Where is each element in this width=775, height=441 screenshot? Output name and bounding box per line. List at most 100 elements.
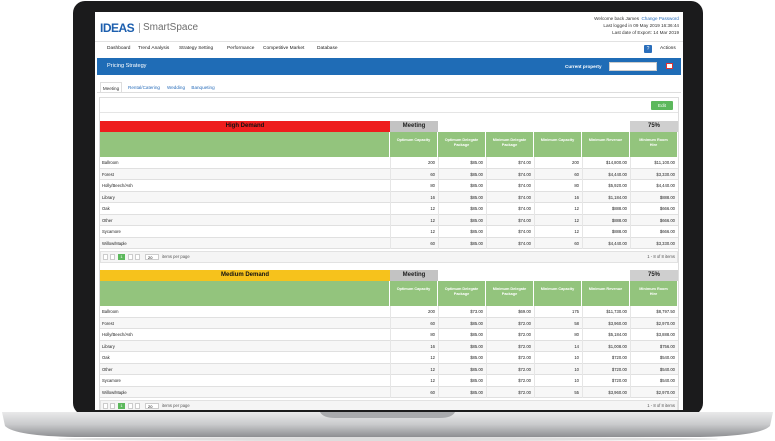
column-header: Minimum Capacity (534, 132, 582, 157)
table-cell: 58 (534, 317, 579, 329)
table-cell: Oak (102, 355, 110, 360)
nav-item[interactable]: Dashboard (107, 46, 131, 51)
current-page[interactable]: 1 (118, 403, 125, 409)
column-header: Minimum Room Hire (630, 132, 678, 157)
column-header: Minimum Delegate Package (486, 281, 534, 306)
pager-summary: 1 - 8 of 8 items (647, 254, 675, 259)
logo: IDEAS (100, 21, 135, 35)
table-cell: $85.00 (438, 237, 483, 249)
screen: IDEAS SmartSpace Change Password Welcome ba… (95, 12, 683, 410)
table-cell: 60 (390, 237, 435, 249)
table-cell: $85.00 (438, 168, 483, 180)
table-cell: $3,960.00 (582, 317, 627, 329)
table-cell: 16 (390, 191, 435, 203)
table-cell: 200 (534, 157, 579, 169)
table-cell: Library (102, 194, 115, 200)
table-cell: $8,797.50 (630, 306, 675, 318)
column-header: Minimum Revenue (582, 281, 630, 306)
pager-nav[interactable] (128, 403, 133, 409)
table-cell: 80 (534, 329, 579, 341)
table-cell: 12 (534, 226, 579, 238)
percent: 75% (630, 270, 678, 281)
column-header: Minimum Revenue (582, 132, 630, 157)
pager (100, 251, 678, 263)
table-cell: Library (102, 343, 115, 349)
table-row (100, 340, 678, 352)
table-cell: $2,970.00 (630, 317, 675, 329)
current-page[interactable]: 1 (118, 254, 125, 260)
nav-bar (95, 41, 683, 57)
table-cell: $666.00 (630, 226, 675, 238)
table-cell: $72.00 (486, 386, 531, 398)
pager-nav[interactable] (135, 254, 140, 260)
table-cell: $11,730.00 (582, 306, 627, 318)
page-size[interactable]: 20 (145, 403, 159, 409)
table-cell: $2,970.00 (630, 386, 675, 398)
pager-nav[interactable] (103, 403, 108, 409)
table-cell: Other (102, 217, 113, 223)
table-cell: 60 (390, 168, 435, 180)
column-header (100, 281, 390, 306)
pager-nav[interactable] (103, 254, 108, 260)
nav-item[interactable]: Trend Analysis (138, 46, 170, 51)
shadow (58, 437, 718, 441)
table-cell: $14,800.00 (582, 157, 627, 169)
help-button[interactable]: ? (644, 45, 652, 53)
table-row (100, 168, 678, 180)
table-cell: $74.00 (486, 226, 531, 238)
pager-nav[interactable] (128, 254, 133, 260)
table-row (100, 329, 678, 341)
table-cell: $72.00 (486, 329, 531, 341)
tab[interactable]: Wedding (166, 85, 186, 90)
pager-nav[interactable] (110, 403, 115, 409)
pager-nav[interactable] (110, 254, 115, 260)
table-cell: $756.00 (630, 340, 675, 352)
table-cell: $540.00 (630, 375, 675, 387)
page-size[interactable]: 20 (145, 254, 159, 260)
table-cell: 10 (534, 363, 579, 375)
tab[interactable]: Rental/Catering (128, 85, 160, 90)
table-cell: $85.00 (438, 226, 483, 238)
table-cell: $74.00 (486, 203, 531, 215)
actions[interactable]: Actions (660, 46, 676, 51)
property-input[interactable] (609, 62, 657, 71)
change-password[interactable]: Change Password (641, 16, 679, 21)
tab[interactable]: Banqueting (191, 85, 215, 90)
table-cell: Sycamore (102, 229, 121, 234)
per-page-label: items per page (162, 254, 190, 259)
column-header: Minimum Capacity (534, 281, 582, 306)
pager-nav[interactable] (135, 403, 140, 409)
divider (139, 23, 140, 33)
table-cell: $720.00 (582, 352, 627, 364)
demand-level: Medium Demand (100, 270, 390, 281)
header-spacer (438, 270, 630, 281)
table-cell: Ballroom (102, 160, 119, 165)
table-cell: $85.00 (438, 352, 483, 364)
table-cell: $74.00 (486, 237, 531, 249)
table-cell: 10 (534, 375, 579, 387)
table-cell: Oak (102, 206, 110, 211)
nav-item[interactable]: Competitive Market (263, 46, 305, 51)
last-export: Last date of Export: 14 Mar 2019 (612, 30, 679, 35)
table-cell: $3,330.00 (630, 237, 675, 249)
flag-icon (666, 63, 673, 69)
table-cell: 12 (534, 203, 579, 215)
table-row (100, 386, 678, 398)
table-cell: 175 (534, 306, 579, 318)
table-cell: $666.00 (630, 214, 675, 226)
table-cell: $3,960.00 (582, 386, 627, 398)
table-cell: Forest (102, 320, 114, 326)
table-row (100, 180, 678, 192)
table-cell: 55 (534, 386, 579, 398)
edit-button[interactable]: Edit (651, 101, 673, 110)
nav-item[interactable]: Strategy Setting (179, 46, 214, 51)
last-logged: Last logged in 09 May 2019 16:36:44 (603, 23, 679, 28)
table-cell: 60 (390, 386, 435, 398)
table-cell: $74.00 (486, 157, 531, 169)
column-header (100, 132, 390, 157)
nav-item[interactable]: Performance (227, 46, 255, 51)
nav-item[interactable]: Database (317, 46, 338, 51)
table-cell: $888.00 (582, 226, 627, 238)
table-cell: $72.00 (486, 340, 531, 352)
